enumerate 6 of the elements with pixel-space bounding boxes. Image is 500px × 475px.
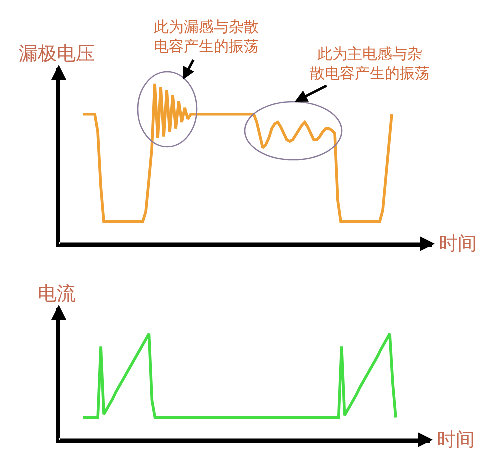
x-axis-title: 时间 — [439, 233, 477, 255]
x-axis-title: 时间 — [437, 429, 475, 451]
y-axis-title: 漏极电压 — [19, 43, 95, 65]
text: 此为漏感与杂散电容产生的振荡 — [154, 18, 259, 56]
text: 此为主电感与杂散电容产生的振荡 — [310, 45, 430, 82]
y-axis-title: 电流 — [38, 283, 76, 305]
